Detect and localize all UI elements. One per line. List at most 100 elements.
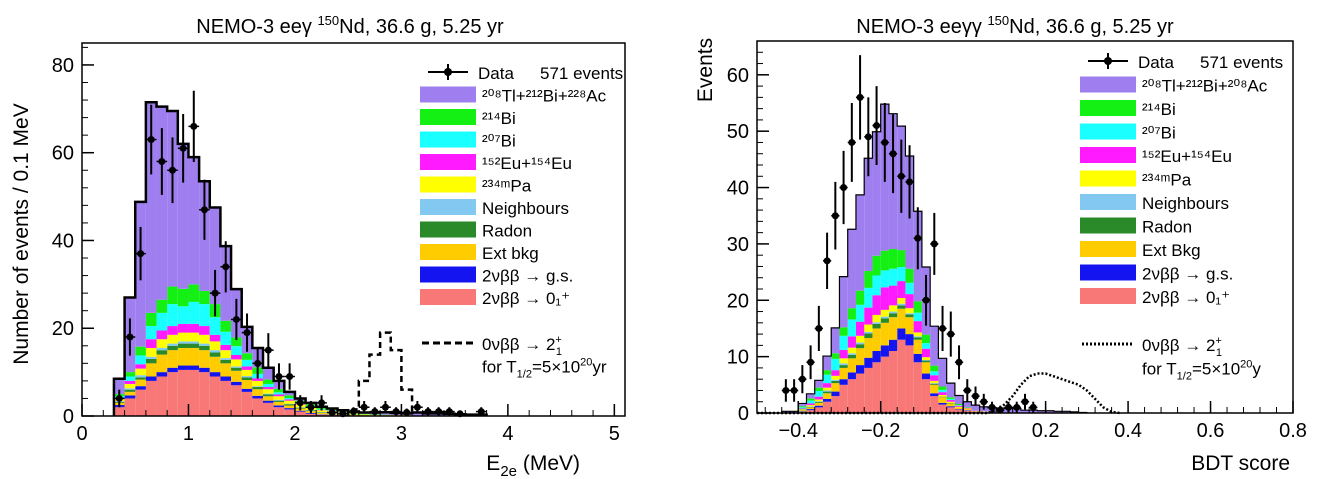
right-bar [921,379,931,413]
right-data-point [979,393,988,410]
right-bar [897,339,906,413]
right-data-marker [864,133,872,141]
left-bar [209,334,221,342]
right-bar [946,397,955,399]
left-legend-signal-label: 0νββ → 2+ 1 [482,334,562,358]
right-bar [888,285,898,306]
left-bar [156,350,168,355]
right-bar [905,345,914,413]
right-bar [946,398,955,401]
left-bar [145,102,157,313]
left-bar [263,393,274,395]
left-bar [220,344,232,351]
left-bar [135,355,146,365]
left-bar [145,376,157,381]
right-bar [954,409,964,413]
right-bar [880,318,889,323]
left-bar [145,312,157,327]
left-bar [177,341,189,344]
right-frame [756,40,1294,414]
left-signal-line [346,331,414,416]
right-bar [930,396,939,413]
right-bar [839,358,848,364]
right-stack-6 [798,281,972,410]
right-bar [822,370,832,375]
right-bar [864,338,873,358]
right-bar [839,365,848,368]
left-bar [156,312,168,331]
left-bar [156,376,168,416]
left-bar [124,395,136,399]
left-bar [188,365,200,370]
left-bar [252,395,263,399]
right-bar [798,403,807,407]
right-bar [872,351,881,363]
right-data-marker [1005,403,1013,411]
left-bar [209,376,221,416]
right-bar [913,312,922,322]
right-bar [814,396,823,400]
left-bar [177,365,189,370]
right-data-point [806,345,815,380]
right-bar [971,411,980,413]
right-bar [872,275,881,296]
right-bar [814,391,823,397]
right-legend-label: ²³⁴ᵐPa [1142,171,1192,190]
left-data-point [284,363,295,390]
right-bar [954,409,964,410]
right-legend-swatch [1080,76,1136,93]
left-bar [199,367,210,373]
left-data-marker [403,408,411,416]
right-bar [855,342,865,345]
left-legend: Data 571 events ²⁰⁸Tl+²¹²Bi+²²⁸Ac ²¹⁴Bi ²⁰⁷B… [420,64,623,381]
chart-right-xlabel: BDT score [1191,452,1290,475]
left-bar [305,413,317,416]
left-data-point [444,407,455,416]
right-bar [913,339,922,354]
left-bar [412,412,423,416]
left-legend-data-marker [444,68,452,76]
right-xtick-label: −0.2 [861,420,900,442]
left-legend-label: ²⁰⁸Tl+²¹²Bi+²²⁸Ac [482,87,607,106]
right-bar [913,321,922,333]
right-bar [814,402,823,406]
right-data-point [963,379,972,402]
right-bar [864,331,873,334]
left-data-marker [328,408,336,416]
left-bar [273,399,285,401]
right-bar [888,339,898,351]
right-data-point [847,103,856,182]
right-bar [930,383,939,384]
right-bar [938,358,947,387]
right-bar [888,317,898,340]
right-data-marker [980,398,988,406]
right-bar [913,353,922,363]
right-ytick-label: 10 [727,347,749,369]
left-data-marker [243,329,251,337]
left-bar [209,317,221,335]
left-bar [124,376,136,381]
left-data-point [475,407,487,416]
left-data-marker [424,408,432,416]
left-bar [231,355,242,360]
left-bar [284,408,295,410]
right-data-point [1004,401,1013,413]
right-bar [839,276,848,328]
right-bar [872,131,881,256]
left-data-point [167,137,178,204]
left-frame [81,42,626,417]
left-bar [199,345,210,351]
right-data-marker [955,358,963,366]
right-bar [872,255,881,276]
right-xtick-label: 0.4 [1114,420,1142,442]
right-bar [798,411,807,412]
left-bar [167,304,178,327]
right-bar [806,410,815,413]
right-bar [806,403,815,406]
left-data-marker [115,394,123,402]
right-bar [938,394,947,397]
right-xtick-label: 0.6 [1197,420,1225,442]
right-data-point [897,139,906,213]
right-bar [847,336,856,348]
right-bar [930,384,939,394]
